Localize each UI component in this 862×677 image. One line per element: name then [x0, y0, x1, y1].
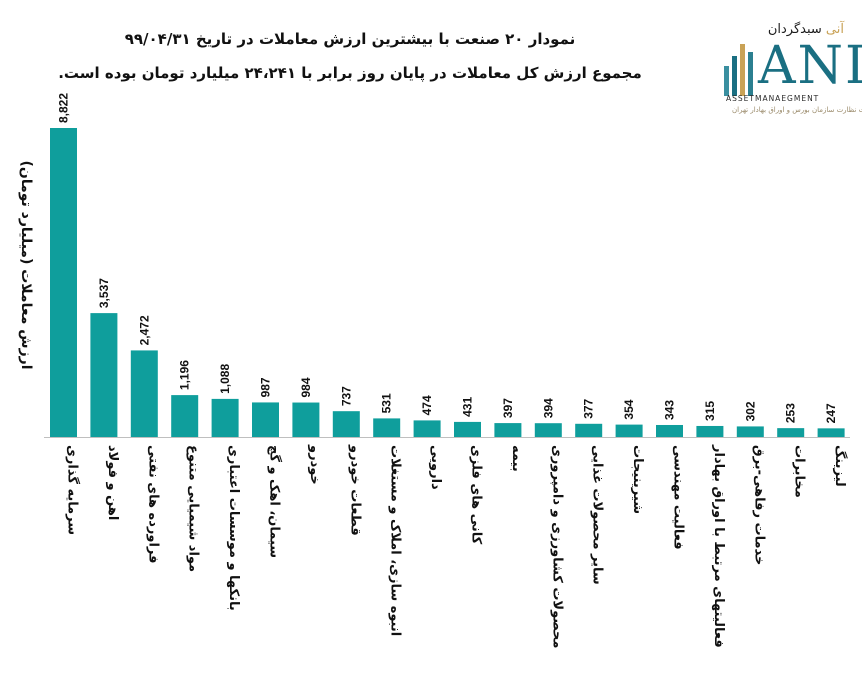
bar [90, 313, 118, 437]
y-axis-label: ارزش معاملات (میلیارد تومان) [18, 160, 34, 369]
bar [50, 128, 77, 437]
bar [130, 350, 158, 437]
logo-mark: ANI [758, 36, 862, 96]
bar [211, 398, 239, 437]
data-label: 431 [461, 397, 475, 417]
category-label: دارویی [428, 445, 443, 490]
data-label: 354 [622, 399, 636, 419]
bar [332, 411, 360, 437]
data-label: 8,822 [57, 93, 71, 123]
category-label: بانکها و موسسات اعتباری [226, 445, 241, 611]
data-label: 1,196 [178, 360, 192, 390]
bar [454, 421, 481, 437]
data-label: 247 [824, 403, 838, 423]
category-label: شیرینیجات [630, 445, 645, 514]
bar [736, 426, 764, 437]
category-label: بیمه [509, 445, 524, 472]
category-label: خدمات رفاهی-برق [751, 445, 766, 565]
data-label: 343 [663, 400, 677, 420]
bar [171, 395, 199, 437]
category-label: سرمایه گذاری [65, 445, 81, 535]
logo-brand: آنی سبدگردان [767, 22, 844, 37]
chart-title: نمودار ۲۰ صنعت با بیشترین ارزش معاملات د… [124, 30, 576, 48]
bar [656, 424, 683, 437]
category-label: خودرو [307, 444, 322, 485]
bar [696, 425, 724, 437]
category-label: قطعات خودرو [347, 444, 362, 536]
category-label: اهن و فولاد [105, 445, 120, 520]
category-label: مخابرات [792, 445, 807, 498]
data-label: 253 [784, 403, 798, 423]
category-label: مواد شیمیایی متنوع [186, 445, 201, 572]
data-label: 302 [743, 401, 757, 421]
bar [777, 428, 805, 437]
chart-subtitle: مجموع ارزش کل معاملات در پایان روز برابر… [58, 64, 642, 82]
bar [252, 402, 279, 437]
company-logo: آنی سبدگردان ANI ASSETMANAEGMENT تحت نظا… [722, 22, 862, 122]
category-label: کانی های فلزی [469, 445, 484, 545]
data-label: 377 [582, 398, 596, 418]
bar [575, 423, 603, 437]
category-label: سایر محصولات غذایی [590, 445, 605, 585]
data-label: 984 [299, 377, 313, 397]
bar [373, 418, 401, 437]
bar [534, 423, 562, 437]
data-label: 315 [703, 401, 717, 421]
data-label: 531 [380, 393, 394, 413]
category-label: فعالیت مهندسی [671, 445, 686, 550]
category-label: لیزینگ [832, 445, 848, 487]
data-label: 474 [420, 395, 434, 415]
data-label: 1,088 [218, 364, 232, 394]
logo-bars-icon [724, 44, 753, 96]
category-label: محصولات کشاورزی و دامپروری [549, 445, 564, 648]
data-label: 737 [339, 386, 353, 406]
logo-tagline: تحت نظارت سازمان بورس و اوراق بهادار تهر… [732, 106, 862, 114]
data-label: 987 [259, 377, 273, 397]
bar [817, 428, 845, 437]
bar [615, 424, 643, 437]
bar [413, 420, 441, 437]
category-label: فعالیتهای مرتبط با اوراق بهادار [711, 444, 726, 648]
category-label: انبوه سازی، املاک و مستغلات [388, 445, 403, 636]
logo-subtitle: ASSETMANAEGMENT [726, 94, 820, 103]
bar [494, 423, 522, 437]
data-label: 3,537 [97, 278, 111, 308]
bar [292, 402, 320, 437]
data-label: 397 [501, 398, 515, 418]
category-label: سیمان، اهک و گچ [267, 445, 283, 558]
data-label: 394 [541, 398, 555, 418]
data-label: 2,472 [137, 315, 151, 345]
category-label: فراورده های نفتی [145, 445, 160, 564]
